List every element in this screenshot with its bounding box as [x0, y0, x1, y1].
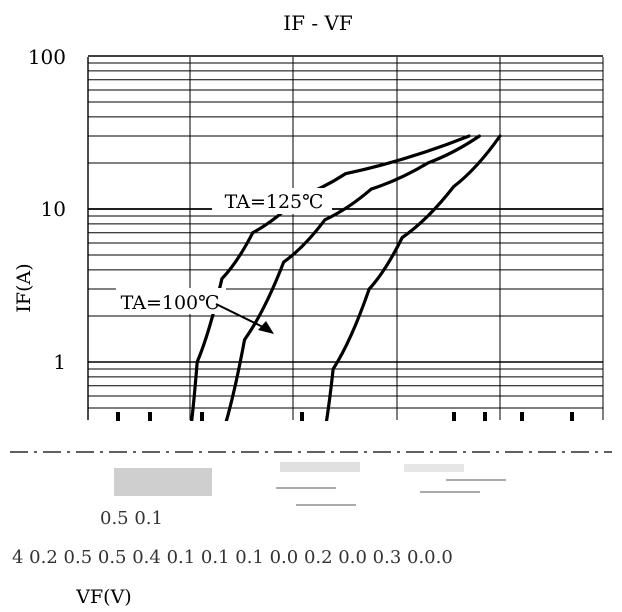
garbled-block	[404, 464, 464, 472]
y-tick-label: 100	[28, 45, 66, 69]
annotation-ta100: TA=100℃	[121, 292, 220, 314]
annotation-bg	[116, 288, 226, 314]
garbled-tick	[483, 412, 487, 421]
x-axis-label: VF(V)	[75, 586, 131, 608]
series-line	[218, 134, 481, 444]
chart-title: IF - VF	[283, 11, 353, 35]
grid-lines	[87, 55, 604, 420]
y-axis-label: IF(A)	[13, 263, 35, 312]
garbled-tick	[452, 412, 456, 421]
garbled-tick	[520, 412, 524, 421]
series-line	[321, 134, 502, 444]
garbled-tick	[148, 412, 152, 421]
garbled-tick	[300, 412, 304, 421]
annotation-arrow-head	[258, 321, 274, 334]
corrupted-bg	[0, 421, 622, 541]
annotation-bg	[212, 188, 332, 214]
garbled-block	[280, 462, 360, 472]
garbled-legend-text: 0.5 0.1	[100, 508, 163, 529]
garbled-tick	[570, 412, 574, 421]
garbled-tick	[116, 412, 120, 421]
annotation-ta125: TA=125℃	[225, 191, 324, 213]
garbled-x-ticks: 4 0.2 0.5 0.5 0.4 0.1 0.1 0.1 0.0 0.2 0.…	[12, 547, 453, 568]
corrupted-region: 0.5 0.1 4 0.2 0.5 0.5 0.4 0.1 0.1 0.1 0.0…	[0, 412, 622, 568]
y-tick-label: 10	[41, 197, 66, 221]
garbled-tick	[200, 412, 204, 421]
garbled-block	[114, 468, 212, 496]
series-layer	[187, 134, 502, 444]
labels-layer: IF - VF 100 10 1 IF(A) VF(V) TA=125℃ TA=100℃	[13, 11, 353, 608]
y-tick-label: 1	[53, 350, 66, 374]
series-line	[187, 134, 471, 444]
annotation-arrow-line	[215, 303, 266, 329]
